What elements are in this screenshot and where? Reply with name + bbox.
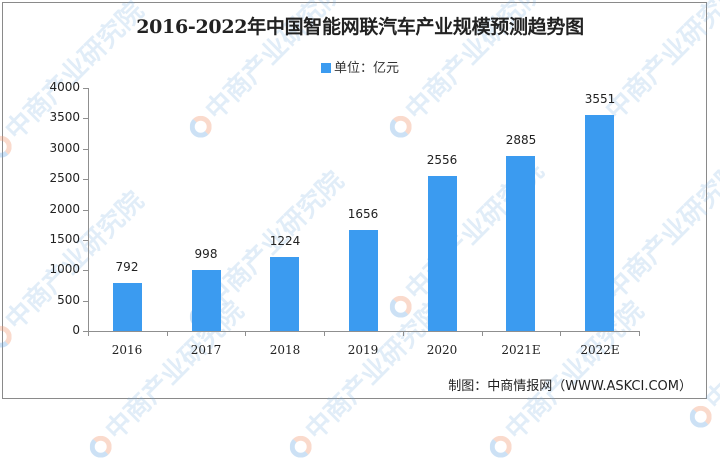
- bar-2020: [428, 176, 457, 331]
- y-tick: [83, 210, 88, 211]
- value-label: 2556: [426, 153, 458, 167]
- bar-2019: [349, 230, 378, 331]
- x-tick-label: 2020: [426, 343, 458, 357]
- x-tick-label: 2017: [190, 343, 222, 357]
- legend-swatch: [320, 63, 331, 73]
- value-label: 3551: [584, 92, 616, 106]
- y-tick: [83, 149, 88, 150]
- y-tick: [83, 301, 88, 302]
- value-label: 2885: [505, 133, 537, 147]
- x-tick: [482, 331, 483, 336]
- x-tick-label: 2019: [347, 343, 379, 357]
- watermark-logo-icon: [489, 435, 512, 458]
- y-tick-label: 2000: [49, 202, 80, 216]
- y-tick-label: 3000: [49, 141, 80, 155]
- y-tick: [83, 331, 88, 332]
- chart-legend: 单位：亿元: [0, 57, 720, 76]
- x-tick: [88, 331, 89, 336]
- x-tick: [245, 331, 246, 336]
- y-tick-label: 1500: [49, 232, 80, 246]
- x-tick: [560, 331, 561, 336]
- y-tick-label: 1000: [49, 262, 80, 276]
- y-tick-label: 2500: [49, 171, 80, 185]
- y-tick-label: 0: [72, 323, 80, 337]
- x-axis: [88, 331, 639, 332]
- y-tick-label: 4000: [49, 80, 80, 94]
- y-tick: [83, 240, 88, 241]
- value-label: 1224: [269, 234, 301, 248]
- x-tick: [639, 331, 640, 336]
- chart-title: 2016-2022年中国智能网联汽车产业规模预测趋势图: [136, 16, 584, 38]
- bar-2021E: [506, 156, 535, 331]
- watermark-logo-icon: [689, 405, 712, 428]
- value-label: 792: [115, 260, 139, 274]
- plot-area: 0 500 1000 1500 2000 2500 3000 3500 4000 792 2016 9…: [49, 80, 640, 357]
- watermark-logo-icon: [89, 435, 112, 458]
- watermark-logo-icon: [289, 435, 312, 458]
- source-credit: 制图：中商情报网（WWW.ASKCI.COM）: [448, 379, 692, 394]
- x-tick-label: 2021E: [501, 343, 541, 357]
- y-tick-label: 3500: [49, 110, 80, 124]
- y-tick: [83, 179, 88, 180]
- bar-2016: [113, 283, 142, 331]
- x-tick: [167, 331, 168, 336]
- x-tick: [403, 331, 404, 336]
- value-label: 1656: [347, 207, 379, 221]
- x-tick-label: 2016: [111, 343, 143, 357]
- x-tick-label: 2018: [269, 343, 301, 357]
- x-tick: [324, 331, 325, 336]
- y-tick-label: 500: [57, 293, 80, 307]
- bar-2022E: [585, 115, 614, 331]
- bar-2017: [192, 270, 221, 331]
- y-tick: [83, 118, 88, 119]
- y-tick: [83, 270, 88, 271]
- y-axis: [88, 88, 89, 332]
- y-tick: [83, 88, 88, 89]
- bar-2018: [270, 257, 299, 331]
- value-label: 998: [194, 247, 218, 261]
- legend-label: 单位：亿元: [333, 61, 399, 76]
- x-tick-label: 2022E: [580, 343, 620, 357]
